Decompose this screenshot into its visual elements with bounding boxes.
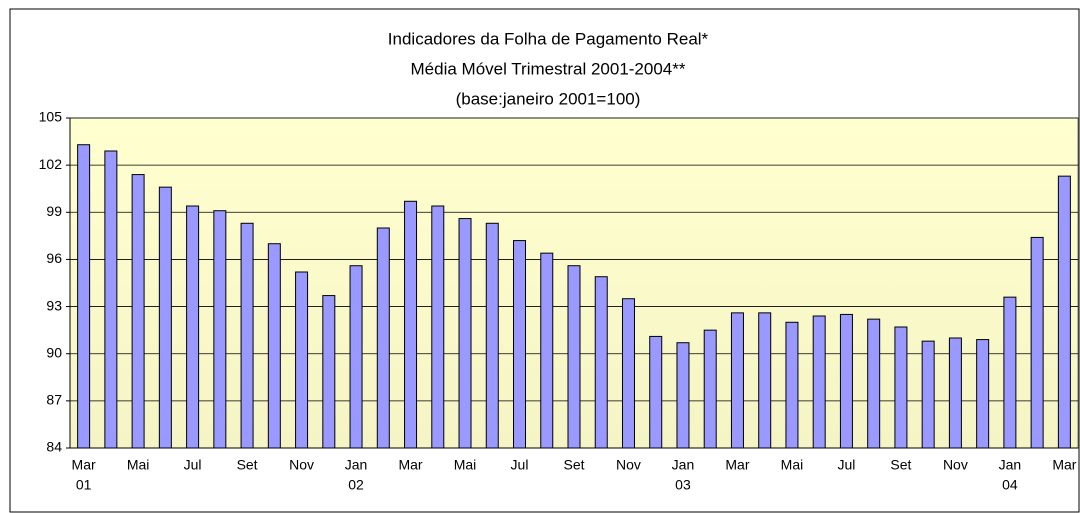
x-tick-label: Set [237, 457, 258, 473]
y-tick-label: 87 [46, 392, 62, 408]
x-tick-label: Mai [781, 457, 804, 473]
bar [77, 144, 91, 449]
x-tick-label: Jan [345, 457, 368, 473]
x-year-label: 03 [675, 477, 691, 493]
bar [1057, 175, 1071, 449]
x-tick-label: Mai [454, 457, 477, 473]
bar [894, 326, 908, 449]
y-tick-label: 102 [39, 156, 63, 172]
bar [540, 252, 554, 449]
x-tick-label: Mar [72, 457, 96, 473]
chart-subtitle: Média Móvel Trimestral 2001-2004** [411, 59, 686, 78]
x-tick-label: Jul [184, 457, 202, 473]
chart-title: Indicadores da Folha de Pagamento Real* [388, 29, 709, 48]
bar [240, 222, 254, 449]
y-tick-label: 96 [46, 250, 62, 266]
bar [676, 342, 690, 449]
bar [267, 243, 281, 449]
bar [703, 329, 717, 449]
bar [213, 210, 227, 449]
x-tick-label: Set [563, 457, 584, 473]
x-year-label: 04 [1002, 477, 1018, 493]
bar [839, 313, 853, 449]
x-tick-label: Nov [289, 457, 314, 473]
bar [921, 340, 935, 449]
bar [295, 271, 309, 449]
bar [867, 318, 881, 449]
y-tick-label: 90 [46, 344, 62, 360]
bar [812, 315, 826, 449]
bar [376, 227, 390, 449]
y-tick-label: 99 [46, 203, 62, 219]
bar [349, 265, 363, 449]
x-tick-label: Mar [398, 457, 422, 473]
bar [513, 240, 527, 449]
x-tick-label: Jul [837, 457, 855, 473]
bar [404, 200, 418, 449]
x-year-label: 02 [348, 477, 364, 493]
bar [758, 312, 772, 449]
bar [976, 339, 990, 449]
bar [158, 186, 172, 449]
bar [649, 335, 663, 449]
bar [131, 174, 145, 449]
y-tick-label: 93 [46, 297, 62, 313]
bar [322, 295, 336, 449]
bar [621, 298, 635, 449]
bar [1030, 236, 1044, 449]
bar [485, 222, 499, 449]
bar [730, 312, 744, 449]
bar [104, 150, 118, 449]
bar [567, 265, 581, 449]
x-tick-label: Set [890, 457, 911, 473]
y-tick-label: 84 [46, 439, 62, 455]
x-tick-label: Nov [943, 457, 968, 473]
bar [948, 337, 962, 449]
x-tick-label: Mar [1052, 457, 1076, 473]
x-tick-label: Nov [616, 457, 641, 473]
x-tick-label: Jul [511, 457, 529, 473]
x-tick-label: Jan [672, 457, 695, 473]
chart-note: (base:janeiro 2001=100) [456, 89, 641, 108]
x-tick-label: Mar [725, 457, 749, 473]
bar [594, 276, 608, 449]
bar [458, 218, 472, 449]
y-tick-label: 105 [39, 109, 63, 125]
x-tick-label: Mai [127, 457, 150, 473]
bar [431, 205, 445, 449]
bar [1003, 296, 1017, 449]
x-tick-label: Jan [999, 457, 1022, 473]
bar [186, 205, 200, 449]
bar [785, 321, 799, 449]
x-year-label: 01 [76, 477, 92, 493]
